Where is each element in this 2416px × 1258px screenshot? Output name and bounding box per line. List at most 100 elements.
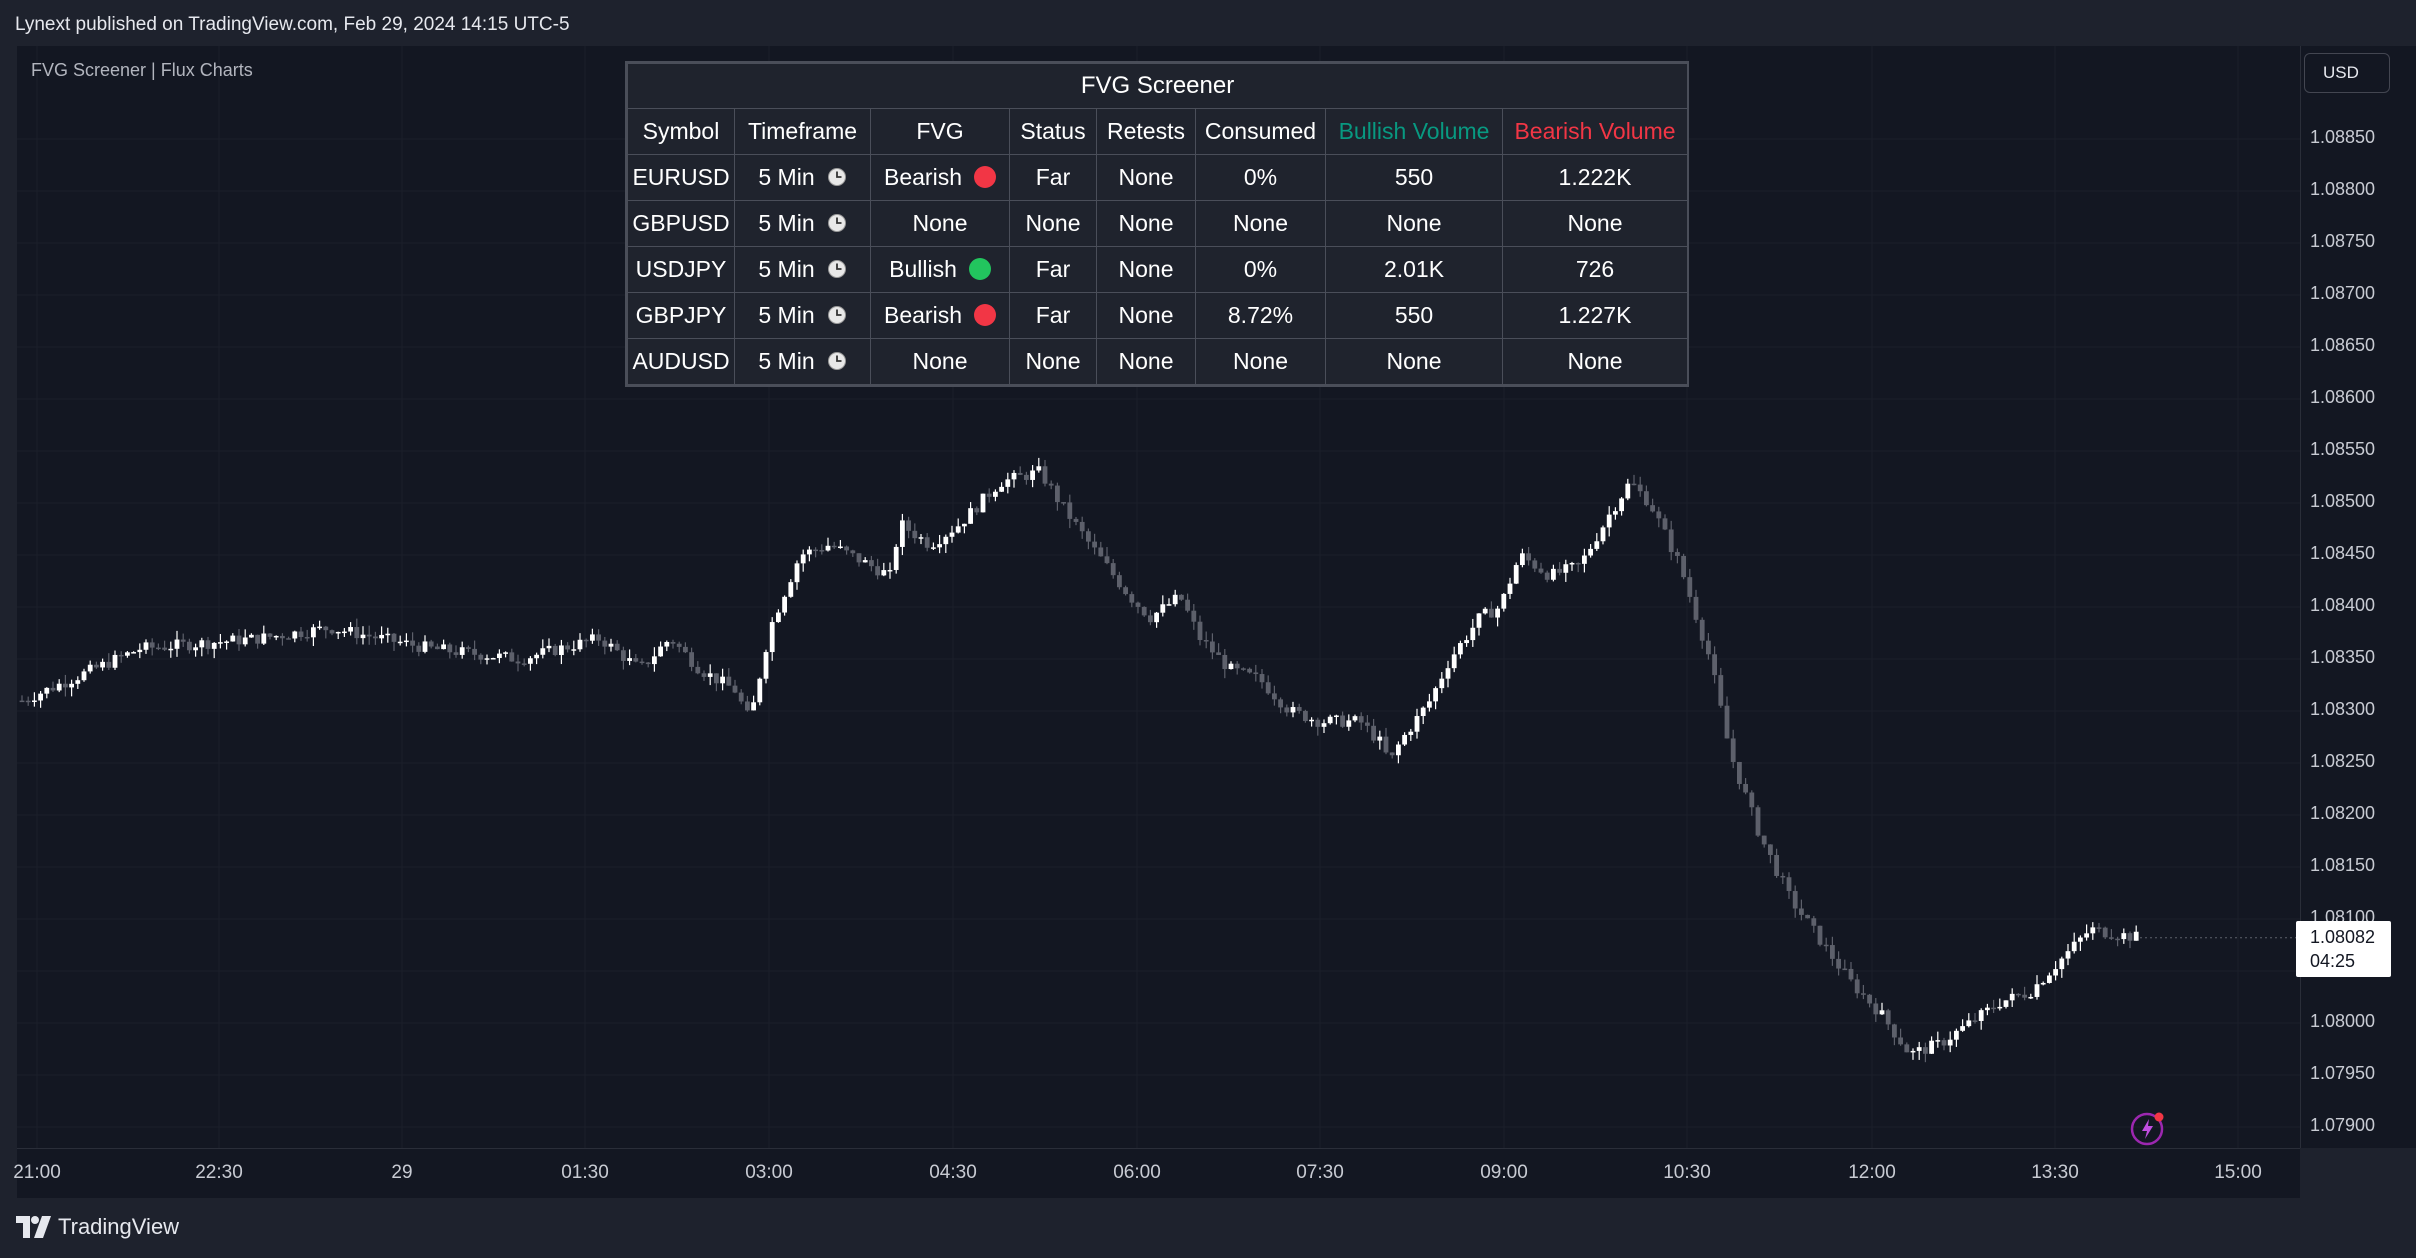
candle-body	[962, 523, 967, 527]
footer-brand[interactable]: TradingView	[16, 1214, 179, 1240]
cell-symbol: EURUSD	[627, 154, 735, 201]
candle-body	[1538, 568, 1544, 573]
candle-body	[1482, 608, 1488, 614]
cell-text: 5 Min	[758, 256, 815, 282]
candle-body	[2133, 931, 2139, 941]
candle-body	[236, 635, 242, 645]
candle-body	[342, 631, 347, 634]
candle-body	[534, 654, 539, 659]
candle-body	[1371, 725, 1376, 741]
column-header: FVG	[870, 108, 1010, 155]
cell-text: GBPJPY	[635, 302, 727, 328]
candle-body	[757, 678, 763, 703]
time-tick-label: 03:00	[745, 1162, 793, 1183]
candle-body	[447, 644, 453, 653]
candle-body	[50, 687, 56, 691]
candle-body	[261, 633, 267, 644]
candle-body	[1594, 541, 1600, 549]
candle-body	[2071, 941, 2077, 952]
candle-body	[1489, 608, 1494, 618]
currency-button[interactable]: USD	[2304, 53, 2390, 93]
candle-body	[1154, 612, 1159, 623]
candle-body	[1253, 672, 1259, 675]
candle-body	[565, 645, 570, 650]
cell-text: 550	[1394, 302, 1434, 328]
candle-body	[850, 550, 856, 554]
candle-body	[1191, 610, 1197, 622]
candle-body	[1749, 792, 1755, 808]
cell-text: None	[1233, 348, 1288, 374]
candle-body	[1073, 518, 1079, 522]
cell-symbol: GBPJPY	[627, 292, 735, 339]
candle-body	[1830, 945, 1835, 959]
candle-body	[2016, 993, 2021, 996]
candle-body	[918, 537, 924, 539]
candle-body	[19, 700, 25, 703]
candle-body	[1507, 583, 1513, 594]
candle-body	[1613, 511, 1618, 515]
candle-body	[422, 641, 428, 652]
candle-body	[1470, 627, 1476, 641]
candle-body	[38, 693, 43, 701]
candle-body	[1985, 1007, 1990, 1011]
candle-body	[304, 636, 310, 639]
cell-consumed: None	[1195, 338, 1326, 385]
candle-body	[490, 658, 496, 660]
candle-body	[993, 491, 998, 497]
candle-body	[1588, 548, 1593, 556]
candle-body	[1439, 678, 1445, 689]
candle-body	[726, 676, 732, 686]
candle-body	[900, 520, 905, 547]
cell-text: None	[1025, 210, 1081, 236]
candle-body	[2084, 933, 2089, 938]
cell-text: None	[1118, 348, 1174, 374]
clock-icon	[827, 351, 846, 370]
candle-body	[1848, 968, 1854, 980]
candle-body	[1222, 654, 1228, 670]
candle-body	[875, 566, 880, 576]
candle-body	[769, 622, 775, 653]
candle-body	[1024, 474, 1029, 480]
candle-body	[608, 643, 614, 647]
cell-timeframe: 5 Min	[734, 292, 871, 339]
candle-body	[2115, 938, 2120, 941]
candle-body	[317, 626, 322, 629]
candle-body	[2065, 951, 2071, 959]
cell-retests: None	[1096, 154, 1196, 201]
indicator-name[interactable]: FVG Screener | Flux Charts	[31, 60, 253, 80]
candle-body	[1247, 668, 1252, 673]
candle-body	[1811, 918, 1817, 926]
candle-body	[180, 639, 186, 642]
candle-body	[478, 654, 484, 660]
cell-status: Far	[1009, 292, 1097, 339]
candle-body	[1197, 621, 1203, 641]
candle-body	[1061, 502, 1066, 504]
price-chart[interactable]	[17, 46, 2300, 1148]
candle-body	[162, 647, 167, 650]
candle-body	[472, 648, 477, 655]
cell-text: 550	[1394, 164, 1434, 190]
time-axis[interactable]	[17, 1148, 2300, 1198]
candle-body	[813, 549, 818, 552]
candle-body	[416, 645, 422, 652]
candle-body	[1290, 707, 1296, 713]
cell-fvg: Bearish	[870, 292, 1010, 339]
candle-body	[1476, 613, 1482, 628]
candle-body	[1929, 1040, 1934, 1054]
candle-body	[2028, 996, 2034, 999]
candle-body	[1228, 663, 1234, 670]
candle-body	[844, 546, 849, 551]
publisher-info: Lynext published on TradingView.com, Feb…	[15, 14, 570, 35]
candle-body	[602, 640, 608, 647]
clock-icon	[827, 213, 846, 232]
bolt-icon[interactable]	[2130, 1110, 2166, 1146]
candle-body	[1340, 715, 1345, 727]
cell-bull-vol: 550	[1325, 154, 1503, 201]
candle-body	[1706, 640, 1711, 655]
clock-icon	[827, 305, 846, 324]
candle-body	[199, 640, 205, 648]
candle-body	[1358, 716, 1364, 723]
candle-body	[1030, 470, 1035, 480]
candle-body	[255, 634, 260, 644]
candle-body	[1135, 602, 1141, 607]
